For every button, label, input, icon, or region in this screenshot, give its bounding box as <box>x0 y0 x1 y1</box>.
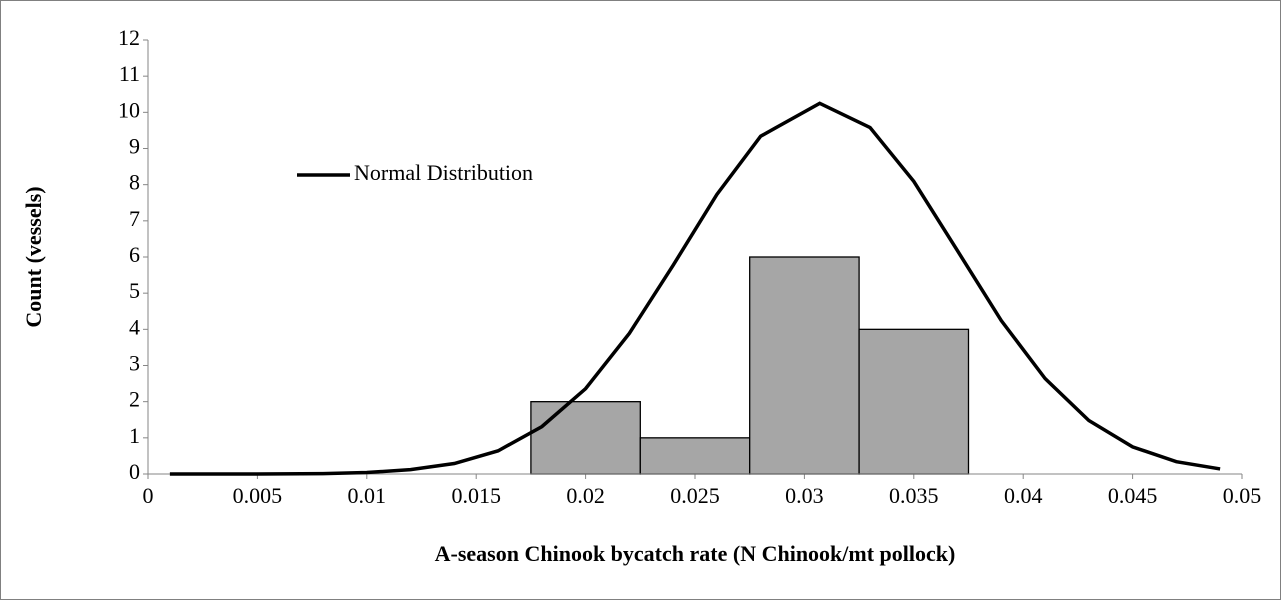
x-tick-label: 0.045 <box>1108 483 1158 508</box>
x-tick-label: 0.005 <box>233 483 283 508</box>
y-tick-label: 1 <box>129 423 140 448</box>
x-tick-label: 0.035 <box>889 483 939 508</box>
x-tick-label: 0.05 <box>1223 483 1262 508</box>
x-tick-label: 0.03 <box>785 483 824 508</box>
y-tick-label: 12 <box>118 25 140 50</box>
x-tick-label: 0.01 <box>348 483 387 508</box>
y-tick-label: 2 <box>129 387 140 412</box>
y-tick-label: 11 <box>119 61 140 86</box>
bar <box>858 328 970 475</box>
y-tick-label: 4 <box>129 314 140 339</box>
legend-label: Normal Distribution <box>354 160 533 185</box>
y-tick-label: 5 <box>129 278 140 303</box>
bar <box>749 256 860 475</box>
y-tick-label: 10 <box>118 97 140 122</box>
y-tick-label: 6 <box>129 242 140 267</box>
y-tick-label: 9 <box>129 134 140 159</box>
x-tick-label: 0.04 <box>1004 483 1043 508</box>
x-tick-label: 0.025 <box>670 483 720 508</box>
bar <box>530 401 641 475</box>
y-tick-label: 7 <box>129 206 140 231</box>
x-axis-label: A-season Chinook bycatch rate (N Chinook… <box>435 541 956 566</box>
x-tick-label: 0.015 <box>451 483 501 508</box>
curve-line <box>169 101 1221 476</box>
y-tick-label: 3 <box>129 351 140 376</box>
y-tick-label: 0 <box>129 459 140 484</box>
x-tick-label: 0.02 <box>566 483 605 508</box>
x-tick-label: 0 <box>143 483 154 508</box>
y-tick-label: 8 <box>129 170 140 195</box>
bar <box>639 437 751 475</box>
y-axis-label: Count (vessels) <box>21 186 46 327</box>
